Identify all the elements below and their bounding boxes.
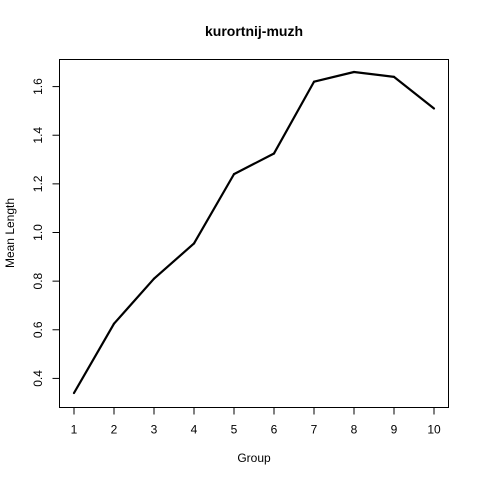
- x-tick-label: 7: [311, 423, 318, 437]
- x-tick-label: 2: [111, 423, 118, 437]
- y-tick-label: 1.0: [31, 224, 45, 241]
- y-tick-label: 0.4: [31, 370, 45, 387]
- series-line-segment: [272, 80, 316, 155]
- series-line-segment: [312, 70, 356, 83]
- y-tick-label: 1.6: [31, 78, 45, 95]
- series-line-segment: [152, 242, 196, 280]
- y-tick-label: 0.8: [31, 272, 45, 289]
- chart-title: kurortnij-muzh: [205, 23, 303, 39]
- y-tick-label: 1.2: [31, 175, 45, 192]
- series-layer: [72, 70, 436, 395]
- plot-frame: [59, 59, 449, 408]
- series-line-segment: [112, 277, 156, 325]
- series-line-segment: [72, 322, 116, 395]
- series-line-segment: [192, 173, 236, 245]
- x-tick-label: 6: [271, 423, 278, 437]
- x-tick-label: 3: [151, 423, 158, 437]
- x-tick-label: 8: [351, 423, 358, 437]
- y-tick-label: 1.4: [31, 127, 45, 144]
- y-axis: 0.4 0.6 0.8 1.0 1.2 1.4 1.6: [31, 78, 60, 387]
- series-line-segment: [392, 75, 436, 110]
- x-tick-label: 5: [231, 423, 238, 437]
- x-tick-label: 9: [391, 423, 398, 437]
- x-axis: 1 2 3 4 5 6 7 8 9 10: [71, 407, 441, 437]
- y-tick-label: 0.6: [31, 321, 45, 338]
- x-tick-label: 1: [71, 423, 78, 437]
- series-line-segment: [232, 152, 276, 176]
- series-line-segment: [352, 70, 396, 78]
- x-tick-label: 4: [191, 423, 198, 437]
- x-tick-label: 10: [427, 423, 441, 437]
- y-axis-label: Mean Length: [3, 198, 17, 268]
- x-axis-label: Group: [237, 451, 271, 465]
